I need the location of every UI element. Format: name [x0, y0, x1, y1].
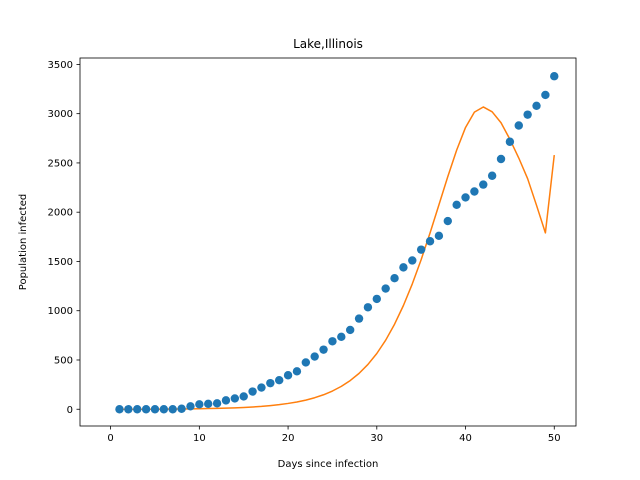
- scatter-point: [230, 394, 240, 403]
- scatter-point: [470, 187, 479, 196]
- plot-frame: [79, 57, 577, 427]
- x-tick-label: 10: [193, 433, 206, 444]
- y-axis: 0 500 1000 1500 2000 2500 3000 3500: [48, 60, 80, 416]
- scatter-point: [381, 284, 390, 293]
- scatter-point: [257, 383, 266, 392]
- scatter-point: [124, 405, 133, 414]
- scatter-point: [239, 392, 248, 401]
- scatter-point: [479, 180, 488, 189]
- scatter-point: [319, 345, 328, 354]
- chart-title: Lake,Illinois: [293, 37, 363, 51]
- scatter-point: [345, 325, 355, 335]
- scatter-point: [523, 110, 532, 119]
- scatter-point: [310, 352, 319, 361]
- y-tick-label: 2500: [48, 158, 73, 169]
- scatter-point: [496, 154, 506, 164]
- x-tick-label: 20: [282, 433, 295, 444]
- scatter-point: [141, 405, 151, 414]
- scatter-point: [133, 405, 142, 414]
- scatter-point: [425, 237, 435, 246]
- scatter-point: [301, 358, 311, 367]
- plot-area: [115, 72, 559, 414]
- scatter-point: [532, 101, 541, 110]
- y-axis-label: Population infected: [18, 194, 29, 290]
- scatter-point: [328, 337, 337, 346]
- scatter-point: [514, 121, 523, 130]
- scatter-point: [204, 399, 213, 409]
- scatter-point: [283, 371, 293, 380]
- y-tick-label: 500: [54, 355, 73, 366]
- scatter-point: [443, 216, 452, 226]
- y-tick-label: 1000: [48, 306, 73, 317]
- scatter-point: [275, 375, 284, 385]
- x-tick-label: 40: [459, 433, 472, 444]
- scatter-point: [408, 256, 417, 265]
- scatter-point: [372, 294, 381, 304]
- x-tick-label: 0: [107, 433, 113, 444]
- scatter-point: [461, 193, 470, 202]
- scatter-point: [337, 332, 346, 342]
- scatter-point: [550, 72, 559, 81]
- scatter-point: [150, 405, 160, 414]
- scatter-point: [186, 402, 195, 411]
- scatter-point: [434, 231, 444, 241]
- scatter-point: [487, 171, 497, 180]
- scatter-point: [292, 367, 302, 376]
- scatter-point: [177, 404, 186, 413]
- x-axis-label: Days since infection: [278, 459, 379, 470]
- scatter-point: [452, 200, 461, 210]
- x-tick-label: 50: [548, 433, 561, 444]
- scatter-point: [248, 387, 257, 396]
- y-tick-label: 0: [67, 405, 73, 416]
- scatter-point: [399, 263, 408, 272]
- y-tick-label: 2000: [48, 208, 73, 219]
- scatter-point: [159, 405, 169, 414]
- scatter-point: [221, 396, 231, 405]
- y-tick-label: 1500: [48, 257, 73, 268]
- scatter-point: [168, 405, 177, 414]
- x-tick-label: 30: [370, 433, 383, 444]
- scatter-point: [195, 400, 204, 409]
- scatter-point: [363, 303, 373, 312]
- y-tick-label: 3500: [48, 60, 73, 71]
- x-axis: 0 10 20 30 40 50: [107, 426, 561, 444]
- scatter-point: [266, 378, 275, 388]
- scatter-point: [354, 314, 364, 323]
- y-tick-label: 3000: [48, 109, 73, 120]
- scatter-point: [212, 399, 222, 408]
- scatter-point: [115, 405, 124, 414]
- scatter-point: [390, 274, 399, 283]
- scatter-point: [505, 137, 515, 146]
- scatter-point: [416, 245, 426, 254]
- scatter-point: [541, 90, 550, 100]
